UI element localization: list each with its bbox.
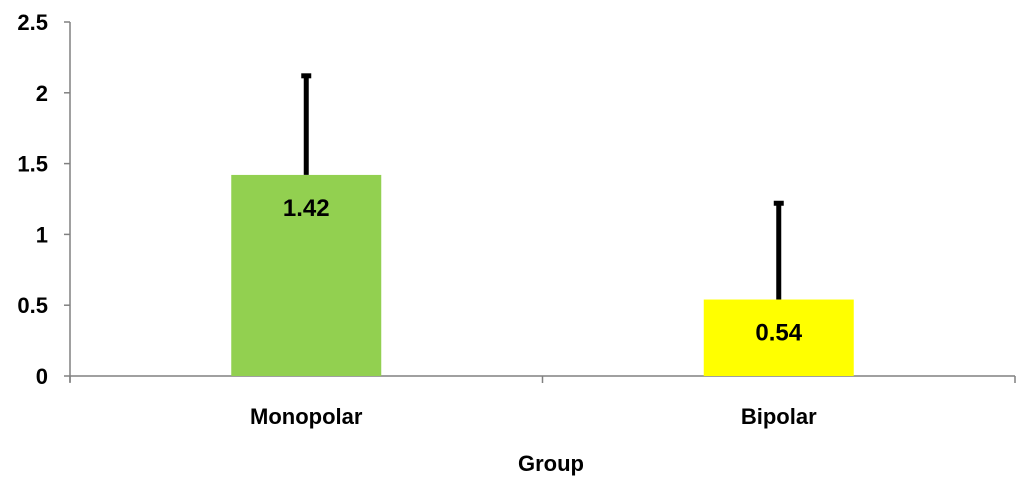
bars xyxy=(231,174,854,376)
data-labels: 1.42 0.54 xyxy=(283,195,803,347)
data-label-monopolar: 1.42 xyxy=(283,195,330,222)
bar-monopolar xyxy=(231,174,382,376)
x-axis-title: Group xyxy=(518,451,584,476)
y-tick-label: 1.5 xyxy=(17,152,48,177)
y-tick-label: 0.5 xyxy=(17,293,48,318)
category-label-bipolar: Bipolar xyxy=(741,404,817,429)
y-axis: 0 0.5 1 1.5 2 2.5 xyxy=(17,10,71,389)
y-tick-label: 2 xyxy=(36,81,48,106)
error-bars xyxy=(301,73,784,300)
y-tick-label: 2.5 xyxy=(17,10,48,35)
y-tick-label: 1 xyxy=(36,222,48,247)
category-label-monopolar: Monopolar xyxy=(250,404,363,429)
bar-bipolar xyxy=(703,299,854,376)
x-axis: Monopolar Bipolar xyxy=(69,375,1016,429)
data-label-bipolar: 0.54 xyxy=(755,320,802,347)
y-tick-label: 0 xyxy=(36,364,48,389)
